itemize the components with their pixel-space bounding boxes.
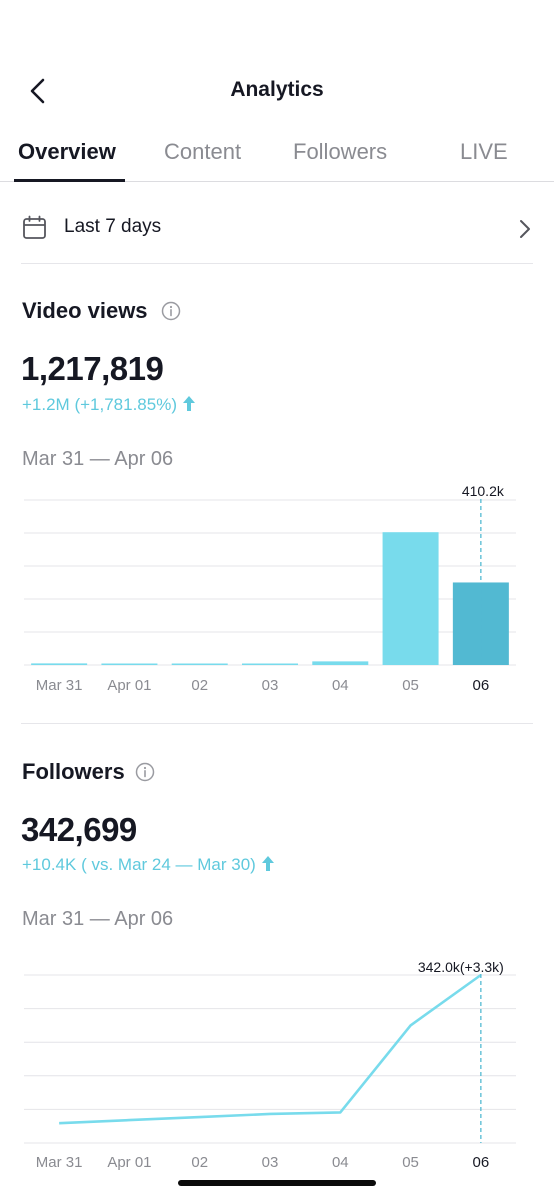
tab-live[interactable]: LIVE (460, 139, 508, 164)
followers-delta-text: +10.4K ( vs. Mar 24 — Mar 30) (22, 855, 256, 874)
video-views-title: Video views (22, 298, 148, 323)
x-tick-label: 06 (473, 677, 490, 694)
followers-line-chart: Mar 31 Apr 01 02 03 04 05 06 342.0k(+3.3k) (24, 959, 516, 1171)
bar (452, 582, 509, 665)
tabs-divider (0, 181, 554, 182)
video-views-period: Mar 31 — Apr 06 (22, 448, 174, 470)
tab-followers[interactable]: Followers (293, 139, 388, 164)
x-tick-label: Apr 01 (107, 677, 151, 694)
x-tick-label: Mar 31 (36, 1154, 83, 1171)
calendar-icon (23, 215, 46, 239)
info-icon[interactable] (161, 301, 181, 321)
followers-period: Mar 31 — Apr 06 (22, 908, 174, 930)
bar (312, 661, 369, 665)
followers-title: Followers (22, 759, 125, 784)
x-tick-label: 05 (402, 677, 419, 694)
arrow-up-icon (182, 396, 195, 411)
x-tick-label: 02 (191, 677, 208, 694)
video-views-delta-text: +1.2M (+1,781.85%) (22, 395, 177, 414)
date-range-label: Last 7 days (64, 216, 162, 237)
tab-overview[interactable]: Overview (18, 139, 116, 164)
followers-total: 342,699 (21, 811, 137, 848)
bar (31, 663, 88, 665)
info-icon[interactable] (135, 762, 155, 782)
series-line (59, 973, 482, 1125)
bar (242, 663, 298, 665)
x-tick-label: Mar 31 (36, 677, 83, 694)
x-tick-label: 04 (332, 677, 349, 694)
tab-content[interactable]: Content (164, 139, 242, 164)
video-views-delta: +1.2M (+1,781.85%) (22, 395, 195, 415)
back-button[interactable] (24, 76, 54, 106)
x-tick-label: 04 (332, 1154, 349, 1171)
arrow-up-icon (261, 856, 274, 871)
data-label: 342.0k(+3.3k) (418, 959, 504, 975)
divider (21, 263, 533, 264)
x-tick-label: 05 (402, 1154, 419, 1171)
section-divider (21, 723, 533, 724)
x-tick-label: 02 (191, 1154, 208, 1171)
x-tick-label: 03 (262, 677, 279, 694)
chevron-right-icon (520, 220, 530, 238)
bar (171, 663, 228, 665)
x-tick-label: Apr 01 (107, 1154, 151, 1171)
home-indicator (178, 1180, 376, 1186)
page-title: Analytics (230, 78, 324, 101)
bar (101, 663, 158, 665)
video-views-total: 1,217,819 (21, 350, 164, 387)
followers-delta: +10.4K ( vs. Mar 24 — Mar 30) (22, 855, 274, 875)
video-views-bar-chart: Mar 31 Apr 01 02 03 04 05 06 410.2k (24, 483, 516, 694)
x-tick-label: 03 (262, 1154, 279, 1171)
x-tick-label: 06 (473, 1154, 490, 1171)
chevron-left-icon (30, 78, 45, 104)
data-label: 410.2k (462, 483, 505, 499)
bar (382, 532, 439, 665)
active-tab-indicator (14, 179, 125, 182)
